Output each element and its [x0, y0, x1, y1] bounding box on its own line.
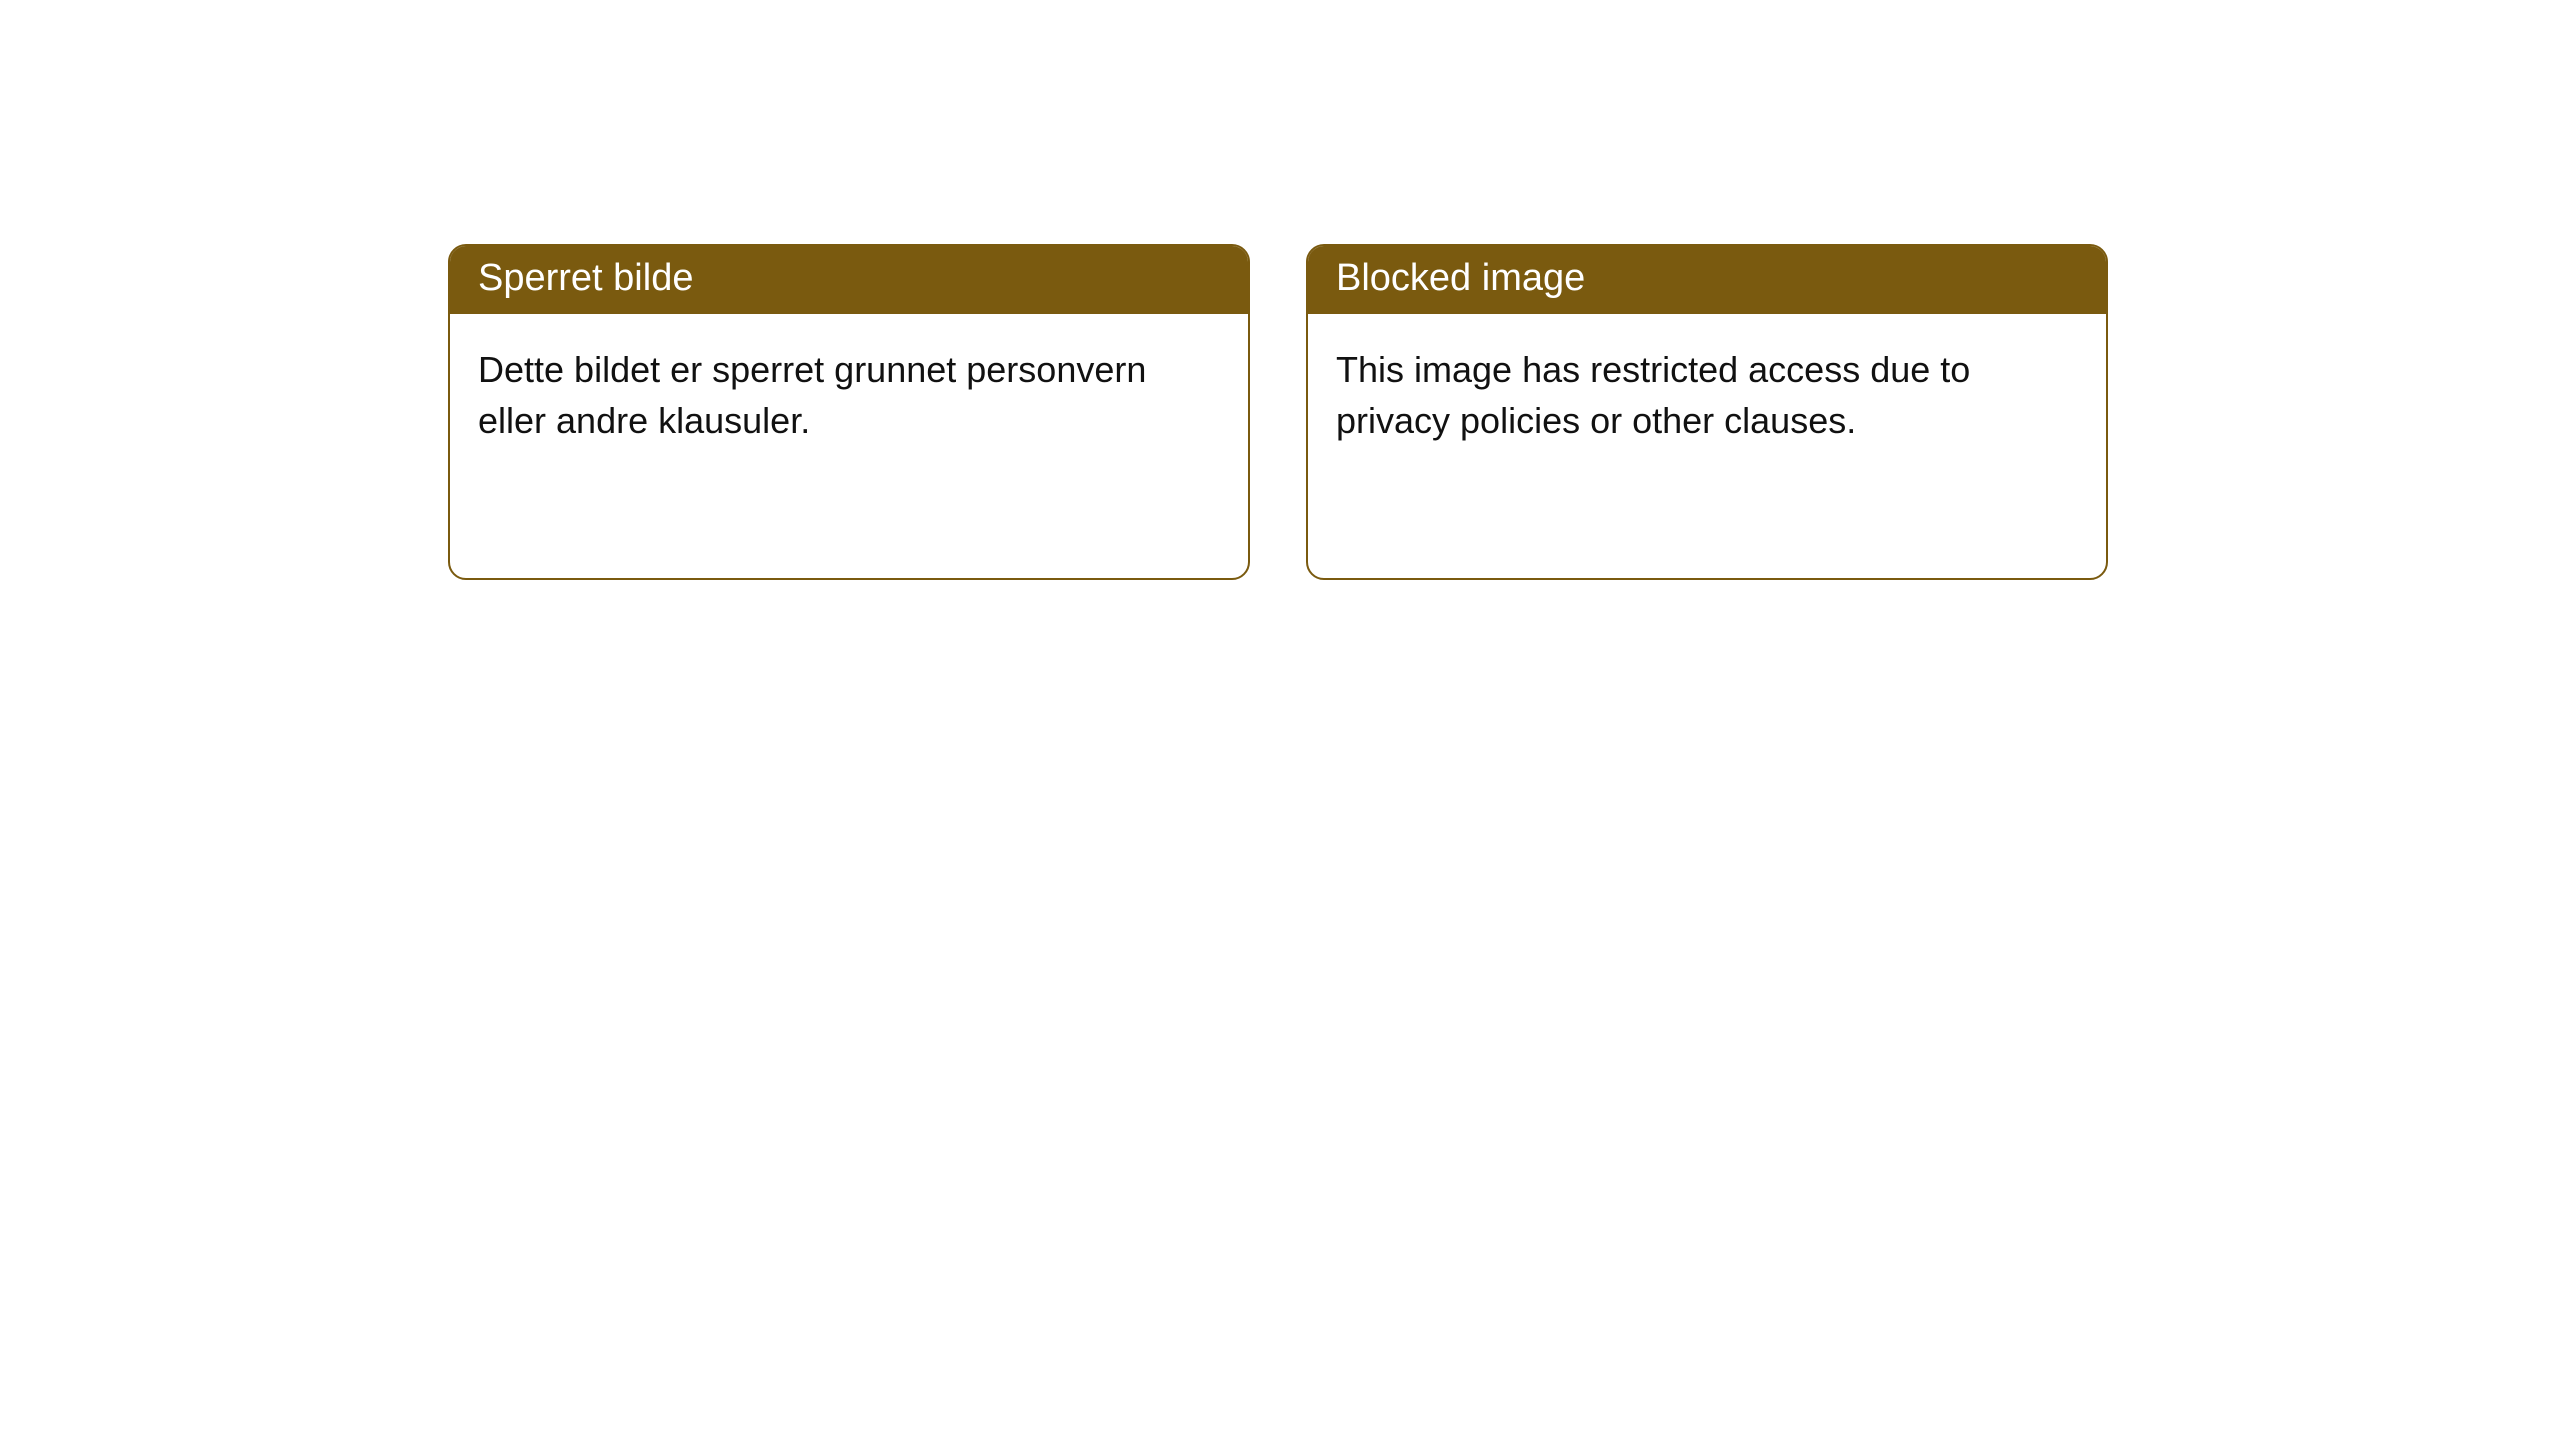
notice-container: Sperret bilde Dette bildet er sperret gr… [448, 244, 2108, 580]
blocked-image-card-en: Blocked image This image has restricted … [1306, 244, 2108, 580]
card-body-en: This image has restricted access due to … [1308, 314, 2106, 476]
card-body-no: Dette bildet er sperret grunnet personve… [450, 314, 1248, 476]
card-header-en: Blocked image [1308, 246, 2106, 314]
blocked-image-card-no: Sperret bilde Dette bildet er sperret gr… [448, 244, 1250, 580]
card-header-no: Sperret bilde [450, 246, 1248, 314]
